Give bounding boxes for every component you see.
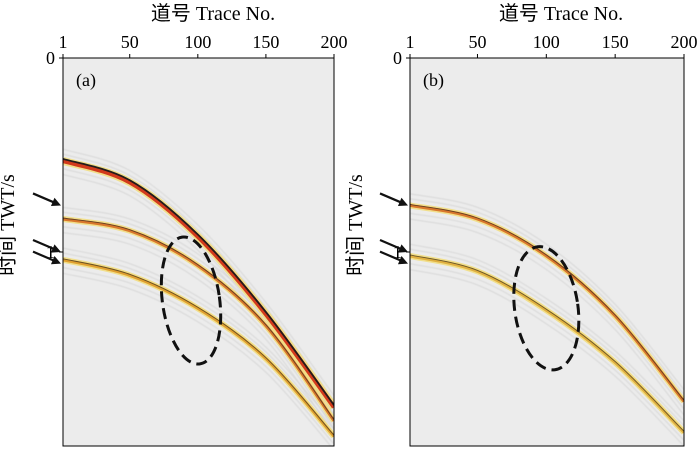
x-tick-label: 200 [321, 32, 348, 52]
noise-line [410, 198, 684, 395]
y-axis-title: 时间 TWT/s [344, 174, 367, 276]
y-tick-label: 1 [46, 242, 55, 262]
event-trough [410, 203, 684, 401]
noise-line [63, 272, 332, 446]
noise-line [63, 267, 334, 445]
event-wavelet [63, 217, 334, 422]
event-trough [410, 254, 684, 432]
event-wavelet [410, 254, 684, 434]
panel-label: (b) [423, 70, 444, 91]
noise-line [63, 252, 334, 430]
noise-wavelets [410, 193, 684, 446]
noise-line [63, 153, 334, 401]
pointer-arrow [379, 192, 408, 207]
reflection-event-1 [63, 156, 334, 410]
x-tick-label: 50 [468, 32, 486, 52]
reflection-event-2 [63, 216, 334, 423]
x-axis-title: 道号 Trace No. [499, 2, 623, 25]
x-axis-title: 道号 Trace No. [151, 2, 275, 25]
noise-line [410, 243, 684, 422]
pointer-arrow [379, 250, 408, 265]
x-tick-label: 200 [671, 32, 698, 52]
noise-line [410, 212, 684, 410]
pointer-arrow [379, 238, 408, 253]
x-tick-label: 150 [602, 32, 629, 52]
noise-line [410, 263, 684, 441]
x-tick-label: 100 [533, 32, 560, 52]
event-wavelet [63, 158, 334, 409]
reflection-event-2 [410, 252, 684, 435]
x-tick-label: 100 [184, 32, 211, 52]
y-tick-label: 1 [393, 242, 402, 262]
event-trough [63, 217, 334, 421]
event-trough [63, 258, 334, 436]
noise-line [63, 148, 334, 396]
reflection-event-3 [63, 256, 334, 439]
x-tick-label: 50 [121, 32, 139, 52]
event-layer [63, 148, 334, 446]
noise-line [410, 248, 684, 426]
highlight-ellipse [159, 235, 223, 366]
event-layer [410, 193, 684, 446]
y-axis-title: 时间 TWT/s [0, 174, 19, 276]
noise-line [410, 193, 684, 391]
event-trough [63, 157, 334, 406]
pointer-arrow [32, 192, 61, 207]
noise-line [410, 218, 684, 416]
y-tick-label: 0 [46, 48, 55, 68]
noise-line [63, 226, 334, 429]
noise-line [63, 232, 334, 435]
x-tick-label: 1 [406, 32, 415, 52]
noise-line [63, 247, 334, 426]
pointer-arrow [32, 250, 61, 265]
x-tick-label: 150 [252, 32, 279, 52]
pointer-arrow [32, 238, 61, 253]
x-tick-label: 1 [59, 32, 68, 52]
reflection-event-1 [410, 202, 684, 404]
panel-label: (a) [76, 70, 96, 91]
noise-line [410, 269, 684, 446]
y-tick-label: 0 [393, 48, 402, 68]
highlight-ellipse [512, 245, 581, 372]
event-wavelet [410, 203, 684, 403]
event-wavelet [63, 258, 334, 438]
